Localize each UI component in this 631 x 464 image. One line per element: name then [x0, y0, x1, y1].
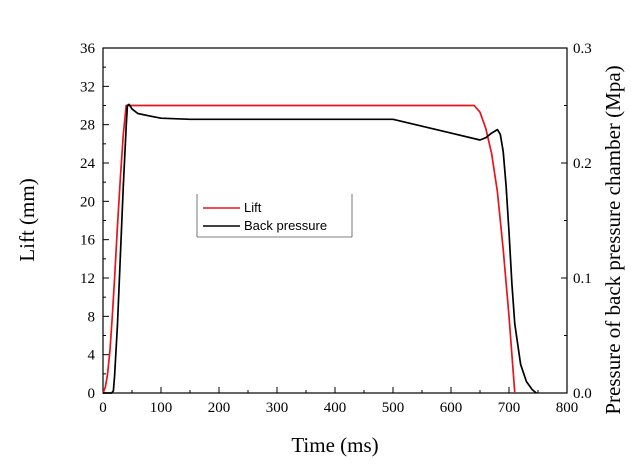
y-tick-label: 36: [80, 41, 96, 57]
y-tick-label: 24: [80, 156, 96, 172]
x-tick-label: 300: [266, 400, 289, 416]
axis-tick-labels: 0 100 200 300 400 500 600 700 800 0 4 8 12 16 20 24 28 32…: [80, 41, 592, 416]
y2-tick-label: 0.2: [573, 156, 592, 172]
y2-tick-label: 0.1: [573, 271, 592, 287]
x-tick-label: 200: [208, 400, 231, 416]
y2-tick-label: 0.0: [573, 386, 592, 402]
y-tick-label: 28: [80, 118, 95, 134]
y-tick-label: 4: [88, 348, 96, 364]
legend-box: [197, 194, 352, 237]
series-lines: [102, 103, 537, 394]
y2-tick-label: 0.3: [573, 41, 592, 57]
x-tick-label: 500: [382, 400, 405, 416]
y-tick-label: 32: [80, 79, 95, 95]
x-tick-label: 800: [556, 400, 579, 416]
series-line-back-pressure: [103, 103, 537, 394]
x-tick-label: 100: [150, 400, 173, 416]
y-tick-label: 16: [80, 233, 96, 249]
legend-label-lift: Lift: [244, 200, 262, 215]
x-tick-label: 700: [498, 400, 521, 416]
x-axis-title: Time (ms): [291, 433, 378, 457]
legend: Lift Back pressure: [196, 194, 353, 238]
y-tick-label: 0: [88, 386, 96, 402]
y-tick-label: 20: [80, 194, 95, 210]
legend-label-back-pressure: Back pressure: [244, 218, 327, 233]
y-tick-label: 8: [88, 309, 96, 325]
y-tick-label: 12: [80, 271, 95, 287]
series-line-lift: [102, 104, 516, 394]
x-tick-label: 600: [440, 400, 463, 416]
x-tick-label: 400: [324, 400, 347, 416]
y-axis-title: Lift (mm): [15, 178, 39, 261]
x-tick-label: 0: [99, 400, 107, 416]
y2-axis-title: Pressure of back pressure chamber (Mpa): [601, 65, 625, 414]
axis-ticks: [102, 47, 568, 394]
